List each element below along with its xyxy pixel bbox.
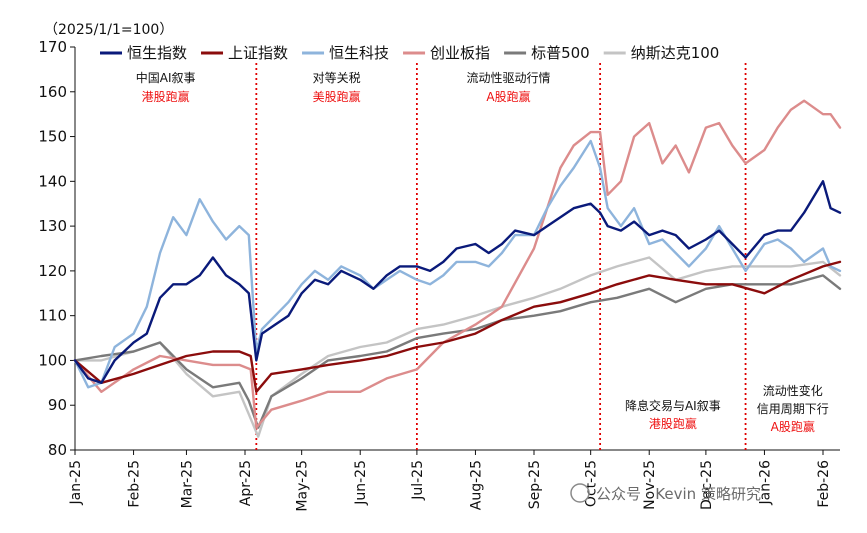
- legend-label: 恒生科技: [329, 44, 389, 62]
- x-tick-label: Nov-25: [642, 460, 658, 510]
- y-tick-label: 90: [48, 396, 67, 414]
- x-axis: Jan-25 Feb-25 Mar-25 Apr-25 May-25 Jun-25 Jul-…: [68, 449, 840, 512]
- x-tick-label: May-25: [295, 460, 311, 512]
- series-lines: [73, 99, 842, 438]
- phase-label: 对等关税: [313, 71, 361, 85]
- unit-label: （2025/1/1=100）: [44, 22, 173, 38]
- phase-label: 中国AI叙事: [136, 70, 196, 85]
- legend: 恒生指数 上证指数 恒生科技 创业板指 标普500 纳斯达克100: [100, 44, 719, 62]
- y-tick-label: 100: [38, 351, 67, 369]
- x-tick-label: Jun-25: [353, 460, 369, 506]
- y-tick-label: 80: [48, 441, 67, 459]
- x-tick-label: Feb-25: [127, 460, 143, 508]
- x-tick-label: Feb-26: [816, 460, 832, 508]
- series-line-5: [73, 274, 842, 429]
- x-tick-label: Aug-25: [468, 460, 484, 510]
- phase-winner: A股跑赢: [771, 419, 815, 434]
- phase-label: 流动性驱动行情: [466, 71, 550, 85]
- x-tick-label: Dec-25: [699, 460, 715, 510]
- y-tick-label: 160: [38, 83, 67, 101]
- y-tick-label: 150: [38, 128, 67, 146]
- series-line-3: [73, 139, 842, 389]
- phase-annotations: 中国AI叙事港股跑赢对等关税美股跑赢流动性驱动行情A股跑赢降息交易与AI叙事港股…: [136, 70, 829, 434]
- phase-label: 流动性变化: [763, 383, 823, 398]
- phase-winner: 港股跑赢: [649, 416, 697, 431]
- phase-winner: A股跑赢: [486, 89, 530, 104]
- x-tick-label: Jan-25: [68, 460, 84, 505]
- legend-label: 标普500: [531, 44, 590, 62]
- watermark: 公众号 · Kevin 策略研究: [570, 483, 761, 503]
- series-line-6: [73, 256, 842, 438]
- x-tick-label: Apr-25: [238, 460, 254, 506]
- y-axis: 80 90 100 110 120 130 140 150 160 170: [38, 38, 76, 459]
- watermark-text: 公众号 · Kevin 策略研究: [596, 485, 761, 503]
- phase-label: 降息交易与AI叙事: [625, 398, 721, 413]
- legend-label: 创业板指: [430, 44, 490, 62]
- x-tick-label: Oct-25: [584, 460, 600, 507]
- legend-label: 纳斯达克100: [631, 44, 720, 62]
- x-tick-label: Sep-25: [527, 460, 543, 509]
- phase-winner: 港股跑赢: [142, 89, 190, 104]
- wechat-icon: [570, 483, 590, 503]
- series-line-1: [73, 180, 842, 384]
- legend-label: 上证指数: [228, 44, 288, 62]
- phase-winner: 美股跑赢: [313, 89, 361, 104]
- y-tick-label: 120: [38, 262, 67, 280]
- x-tick-label: Mar-25: [179, 460, 195, 508]
- y-tick-label: 130: [38, 217, 67, 235]
- legend-label: 恒生指数: [127, 44, 187, 62]
- x-tick-label: Jan-26: [757, 460, 773, 506]
- series-line-2: [73, 260, 842, 393]
- phase-label-line2: 信用周期下行: [757, 402, 829, 416]
- series-line-4: [73, 99, 842, 429]
- x-tick-label: Jul-25: [410, 460, 426, 501]
- y-tick-label: 110: [38, 307, 67, 325]
- y-tick-label: 170: [38, 38, 67, 56]
- y-tick-label: 140: [38, 172, 67, 190]
